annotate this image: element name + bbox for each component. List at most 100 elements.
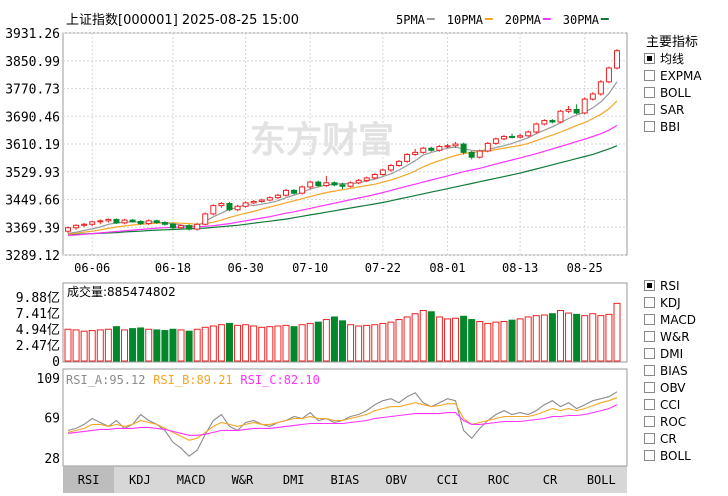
checkbox-icon[interactable] — [644, 297, 655, 308]
tab-boll[interactable]: BOLL — [586, 473, 616, 487]
date-tick-label: 06-06 — [74, 261, 110, 275]
tab-cr[interactable]: CR — [542, 473, 558, 487]
checkbox-icon[interactable] — [644, 450, 655, 461]
candle-body — [258, 199, 265, 202]
volume-bar — [161, 330, 169, 362]
checkbox-icon[interactable] — [644, 280, 655, 291]
candle-body — [412, 151, 419, 155]
checkbox-icon[interactable] — [644, 416, 655, 427]
candle-body — [509, 135, 516, 138]
volume-bars — [64, 302, 621, 362]
date-tick-label: 08-13 — [502, 261, 538, 275]
candle-body — [161, 222, 168, 225]
volume-bar — [330, 316, 338, 362]
indicator-option-sub-macd[interactable]: MACD — [644, 312, 696, 328]
tab-dmi[interactable]: DMI — [282, 473, 305, 487]
volume-bar — [476, 320, 484, 362]
indicator-option-sub-obv[interactable]: OBV — [644, 380, 686, 396]
volume-bar — [508, 319, 516, 362]
volume-bar — [347, 324, 355, 362]
date-tick-label: 08-01 — [429, 261, 465, 275]
rsi-line-rsi_b — [67, 397, 618, 441]
checkbox-icon[interactable] — [644, 70, 655, 81]
tab-rsi[interactable]: RSI — [63, 467, 115, 493]
price-grid — [63, 32, 627, 256]
volume-bar — [379, 322, 387, 362]
candle-body — [605, 67, 612, 83]
indicator-option-main-boll[interactable]: BOLL — [644, 85, 691, 101]
indicator-option-main-expma[interactable]: EXPMA — [644, 68, 702, 84]
checkbox-icon[interactable] — [644, 87, 655, 98]
checkbox-icon[interactable] — [644, 121, 655, 132]
volume-bar — [500, 320, 508, 362]
volume-bar — [121, 329, 129, 362]
candle-body — [581, 98, 588, 114]
volume-bar — [234, 324, 242, 362]
indicator-option-sub-roc[interactable]: ROC — [644, 414, 686, 430]
tab-kdj[interactable]: KDJ — [129, 473, 151, 487]
volume-bar — [112, 326, 120, 362]
candle-body — [371, 173, 378, 179]
indicator-option-sub-boll[interactable]: BOLL — [644, 448, 691, 464]
indicator-option-sub-cr[interactable]: CR — [644, 431, 677, 447]
indicator-option-main-sar[interactable]: SAR — [644, 102, 684, 118]
volume-bar — [613, 302, 621, 362]
indicator-option-label: ROC — [660, 415, 687, 429]
indicator-option-label: KDJ — [660, 296, 681, 310]
indicator-option-label: 均线 — [660, 52, 685, 66]
date-x-axis: 06-06 06-18 06-30 07-10 07-22 08-01 08-13 08-25 — [74, 261, 603, 275]
indicator-option-sub-bias[interactable]: BIAS — [644, 363, 688, 379]
volume-bar — [581, 315, 589, 362]
candle-body — [65, 227, 71, 232]
indicator-sidebar: 主要指标 均线 EXPMA BOLL SAR BBI RSI KDJ MACD W&R DMI B… — [640, 0, 728, 496]
tab-cci[interactable]: CCI — [436, 473, 459, 487]
candle-body — [387, 165, 394, 171]
tab-roc[interactable]: ROC — [487, 473, 510, 487]
indicator-option-main-bbi[interactable]: BBI — [644, 119, 680, 135]
candle-body — [323, 182, 330, 187]
volume-bar — [524, 316, 532, 362]
candle-body — [137, 221, 144, 225]
price-tick-label: 3529.93 — [5, 166, 60, 181]
price-y-axis: 3931.26 3850.99 3770.73 3690.46 3610.19 3529.… — [5, 27, 60, 264]
indicator-option-sub-cci[interactable]: CCI — [644, 397, 680, 413]
indicator-option-sub-kdj[interactable]: KDJ — [644, 295, 681, 311]
tab-macd[interactable]: MACD — [176, 473, 206, 487]
tab-wr[interactable]: W&R — [231, 473, 254, 487]
volume-bar — [395, 319, 403, 362]
price-tick-label: 3770.73 — [5, 83, 60, 98]
volume-bar — [460, 315, 468, 362]
rsi-legend: RSI_A:95.12 RSI_B:89.21 RSI_C:82.10 — [66, 373, 320, 387]
checkbox-icon[interactable] — [644, 314, 655, 325]
checkbox-icon[interactable] — [644, 348, 655, 359]
chart-title: 上证指数[000001] 2025-08-25 15:00 — [66, 13, 299, 28]
checkbox-icon[interactable] — [644, 382, 655, 393]
indicator-option-sub-dmi[interactable]: DMI — [644, 346, 683, 362]
checkbox-icon[interactable] — [644, 331, 655, 342]
rsi-legend-label: RSI_C:82.10 — [240, 373, 319, 387]
volume-bar — [274, 325, 282, 362]
volume-bar — [484, 322, 492, 362]
candle-body — [291, 189, 298, 194]
volume-bar — [419, 309, 427, 362]
checkbox-icon[interactable] — [644, 104, 655, 115]
checkbox-icon[interactable] — [644, 365, 655, 376]
checkbox-icon[interactable] — [644, 53, 655, 64]
tab-obv[interactable]: OBV — [385, 473, 408, 487]
checkbox-icon[interactable] — [644, 433, 655, 444]
indicator-option-label: RSI — [660, 279, 680, 293]
checkbox-icon[interactable] — [644, 399, 655, 410]
candle-body — [186, 225, 193, 230]
candle-body — [299, 186, 306, 194]
volume-bar — [371, 324, 379, 362]
volume-bar — [88, 330, 96, 362]
rsi-legend-label: RSI_A:95.12 — [66, 373, 145, 387]
indicator-option-sub-wr[interactable]: W&R — [644, 329, 690, 345]
candle-body — [557, 110, 564, 123]
indicator-option-sub-rsi[interactable]: RSI — [644, 278, 680, 294]
tab-bias[interactable]: BIAS — [330, 473, 360, 487]
volume-bar — [201, 326, 209, 362]
candle-body — [517, 135, 524, 138]
indicator-option-main-[interactable]: 均线 — [644, 51, 684, 67]
volume-bar — [548, 313, 556, 362]
